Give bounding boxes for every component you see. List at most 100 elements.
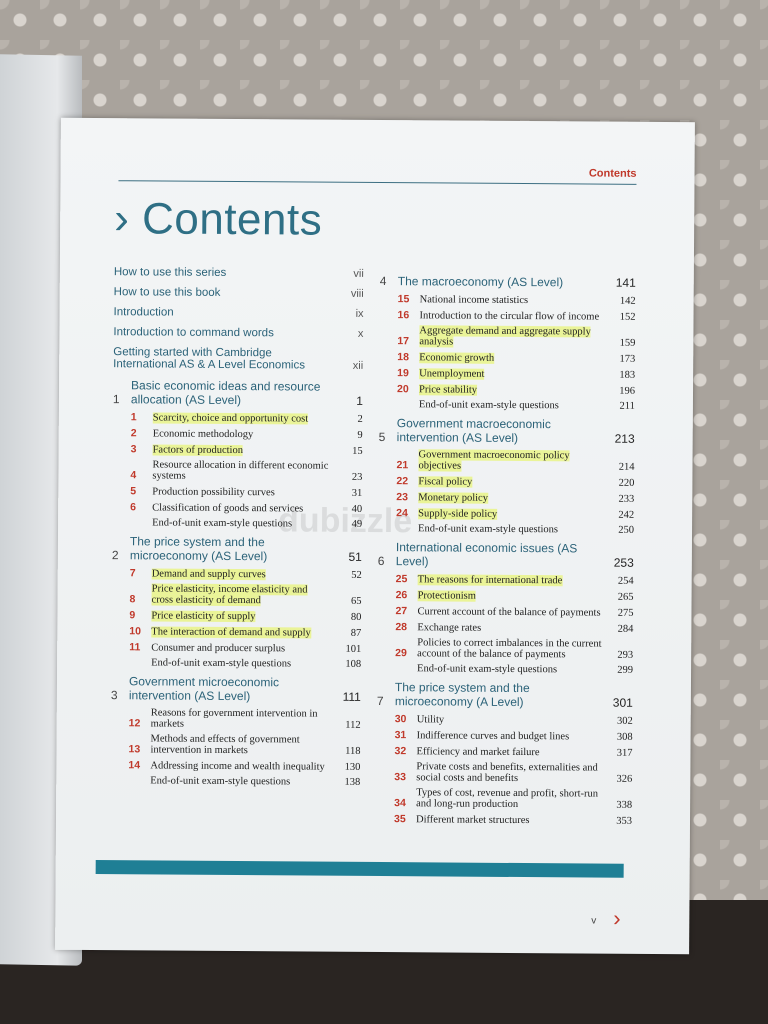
chapter-title: Economic growth [419, 352, 495, 364]
front-matter-entry[interactable]: How to use this series vii [114, 266, 364, 280]
front-matter-entry[interactable]: Introduction to command words x [113, 326, 363, 340]
chapter-entry[interactable]: 15 National income statistics 142 [380, 293, 636, 307]
chapter-page: 23 [351, 471, 363, 483]
chapter-entry[interactable]: 6 Classification of goods and services 40 [112, 501, 362, 515]
chapter-entry[interactable]: 30 Utility 302 [377, 713, 633, 727]
chapter-entry[interactable]: End-of-unit exam-style questions 211 [379, 399, 635, 412]
chapter-entry[interactable]: 14 Addressing income and wealth inequalit… [110, 759, 360, 773]
chapter-title: Methods and effects of government interv… [150, 733, 300, 757]
chapter-entry[interactable]: 33 Private costs and benefits, externalit… [376, 761, 632, 785]
chapter-entry[interactable]: 20 Price stability 196 [379, 383, 635, 397]
entry-title: Introduction to command words [113, 326, 274, 340]
unit-1: 1 Basic economic ideas and resource alloc… [112, 378, 363, 530]
chapter-entry[interactable]: 16 Introduction to the circular flow of i… [380, 309, 636, 323]
chapter-title-wrap: Price elasticity, income elasticity and … [151, 583, 332, 607]
chapter-title: End-of-unit exam-style questions [152, 517, 293, 530]
chapter-entry[interactable]: 22 Fiscal policy 220 [378, 475, 634, 489]
unit-title: The macroeconomy (AS Level) [397, 274, 564, 290]
chapter-entry[interactable]: 10 The interaction of demand and supply 87 [111, 625, 361, 639]
chapter-entry[interactable]: 8 Price elasticity, income elasticity and… [112, 583, 362, 607]
chapter-entry[interactable]: End-of-unit exam-style questions 108 [111, 657, 361, 669]
unit-title: The price system and the microeconomy (A… [129, 534, 268, 564]
chapter-page: 250 [618, 524, 635, 536]
chapter-page: 138 [344, 776, 361, 788]
chapter-entry[interactable]: 24 Supply-side policy 242 [378, 507, 634, 521]
unit-7: 7 The price system and the microeconomy (… [376, 680, 633, 827]
entry-title: How to use this book [113, 286, 221, 299]
chapter-page: 142 [619, 295, 636, 307]
chapter-title-wrap: Price stability [418, 384, 605, 396]
chapter-number: 3 [130, 443, 137, 456]
title-text: Contents [141, 194, 323, 245]
header-rule [118, 180, 637, 185]
chapter-entry[interactable]: 3 Factors of production 15 [113, 443, 363, 457]
chapter-number: 7 [129, 567, 136, 580]
chapter-entry[interactable]: End-of-unit exam-style questions 138 [110, 775, 361, 788]
chapter-entry[interactable]: 7 Demand and supply curves 52 [112, 567, 362, 581]
chapter-entry[interactable]: End-of-unit exam-style questions 250 [378, 523, 634, 536]
chapter-entry[interactable]: 18 Economic growth 173 [379, 351, 635, 365]
chapter-title: Resource allocation in different economi… [152, 459, 329, 482]
chapter-title: The reasons for international trade [417, 574, 563, 587]
unit-heading[interactable]: 5 Government macroeconomic intervention (… [379, 416, 635, 446]
unit-4: 4 The macroeconomy (AS Level) 141 15 Nationa… [379, 274, 636, 412]
chapter-title: Introduction to the circular flow of inc… [419, 310, 600, 323]
chapter-entry[interactable]: 12 Reasons for government intervention in… [111, 707, 361, 730]
entry-title: Introduction [113, 306, 174, 319]
unit-heading[interactable]: 3 Government microeconomic intervention (… [111, 674, 361, 704]
chapter-entry[interactable]: End-of-unit exam-style questions 299 [377, 663, 633, 676]
chapter-title: Price elasticity, income elasticity and … [151, 583, 308, 607]
chapter-entry[interactable]: 27 Current account of the balance of paym… [377, 605, 633, 619]
chapter-entry[interactable]: 9 Price elasticity of supply 80 [111, 609, 361, 623]
chapter-entry[interactable]: 11 Consumer and producer surplus 101 [111, 641, 361, 655]
chapter-number: 1 [130, 411, 137, 424]
chapter-title-wrap: The reasons for international trade [417, 574, 604, 587]
unit-page: 253 [613, 555, 634, 570]
chapter-page: 40 [351, 503, 363, 515]
chapter-title-wrap: End-of-unit exam-style questions [151, 657, 331, 669]
chapter-entry[interactable]: 5 Production possibility curves 31 [112, 485, 362, 499]
chapter-title: Production possibility curves [152, 486, 275, 499]
front-matter-entry[interactable]: How to use this book viii [114, 286, 364, 300]
chapter-entry[interactable]: 34 Types of cost, revenue and profit, sho… [376, 787, 632, 811]
chapter-entry[interactable]: 2 Economic methodology 9 [113, 427, 363, 441]
chapter-entry[interactable]: 13 Methods and effects of government inte… [110, 733, 360, 757]
chapter-entry[interactable]: 31 Indifference curves and budget lines 30… [377, 729, 633, 743]
front-matter-entry[interactable]: Introduction ix [114, 306, 364, 320]
chapter-number: 4 [130, 469, 137, 482]
chapter-entry[interactable]: 17 Aggregate demand and aggregate supply … [379, 325, 635, 349]
chapter-title-wrap: Fiscal policy [418, 476, 604, 488]
unit-heading[interactable]: 6 International economic issues (AS Level… [378, 540, 634, 570]
chapter-title-wrap: National income statistics [420, 294, 606, 306]
chapter-entry[interactable]: 19 Unemployment 183 [379, 367, 635, 381]
chapter-number: 26 [395, 589, 408, 602]
chapter-entry[interactable]: 28 Exchange rates 284 [377, 621, 633, 635]
chapter-entry[interactable]: 32 Efficiency and market failure 317 [376, 745, 632, 759]
chapter-entry[interactable]: 26 Protectionism 265 [378, 589, 634, 603]
unit-heading[interactable]: 1 Basic economic ideas and resource alloc… [113, 378, 363, 408]
unit-heading[interactable]: 2 The price system and the microeconomy (… [112, 534, 362, 564]
chapter-title-wrap: Policies to correct imbalances in the cu… [417, 637, 603, 660]
chapter-title-wrap: Private costs and benefits, externalitie… [416, 761, 602, 784]
chapter-entry[interactable]: 21 Government macroeconomic policy object… [378, 449, 635, 473]
chapter-number: 25 [395, 573, 408, 586]
chapter-page: 159 [619, 337, 636, 349]
chapter-page: 214 [618, 461, 635, 473]
chapter-number: 14 [128, 759, 141, 772]
unit-heading[interactable]: 7 The price system and the microeconomy (… [377, 680, 633, 710]
chapter-entry[interactable]: 29 Policies to correct imbalances in the … [377, 637, 633, 661]
chapter-number: 5 [130, 485, 137, 498]
unit-number: 6 [377, 554, 385, 569]
chapter-title-wrap: End-of-unit exam-style questions [150, 775, 330, 787]
chapter-entry[interactable]: 4 Resource allocation in different econom… [112, 459, 363, 483]
chapter-entry[interactable]: 23 Monetary policy 233 [378, 491, 634, 505]
unit-heading[interactable]: 4 The macroeconomy (AS Level) 141 [380, 274, 636, 290]
front-matter-entry[interactable]: Getting started with Cambridge Internati… [113, 346, 363, 372]
chapter-entry[interactable]: 1 Scarcity, choice and opportunity cost 2 [113, 411, 363, 425]
chapter-title-wrap: Demand and supply curves [151, 568, 332, 581]
chapter-number: 22 [396, 475, 409, 488]
chapter-entry[interactable]: 25 The reasons for international trade 254 [378, 573, 634, 587]
chapter-page: 183 [619, 369, 636, 381]
chapter-entry[interactable]: 35 Different market structures 353 [376, 813, 632, 827]
chapter-entry[interactable]: End-of-unit exam-style questions 49 [112, 517, 362, 530]
